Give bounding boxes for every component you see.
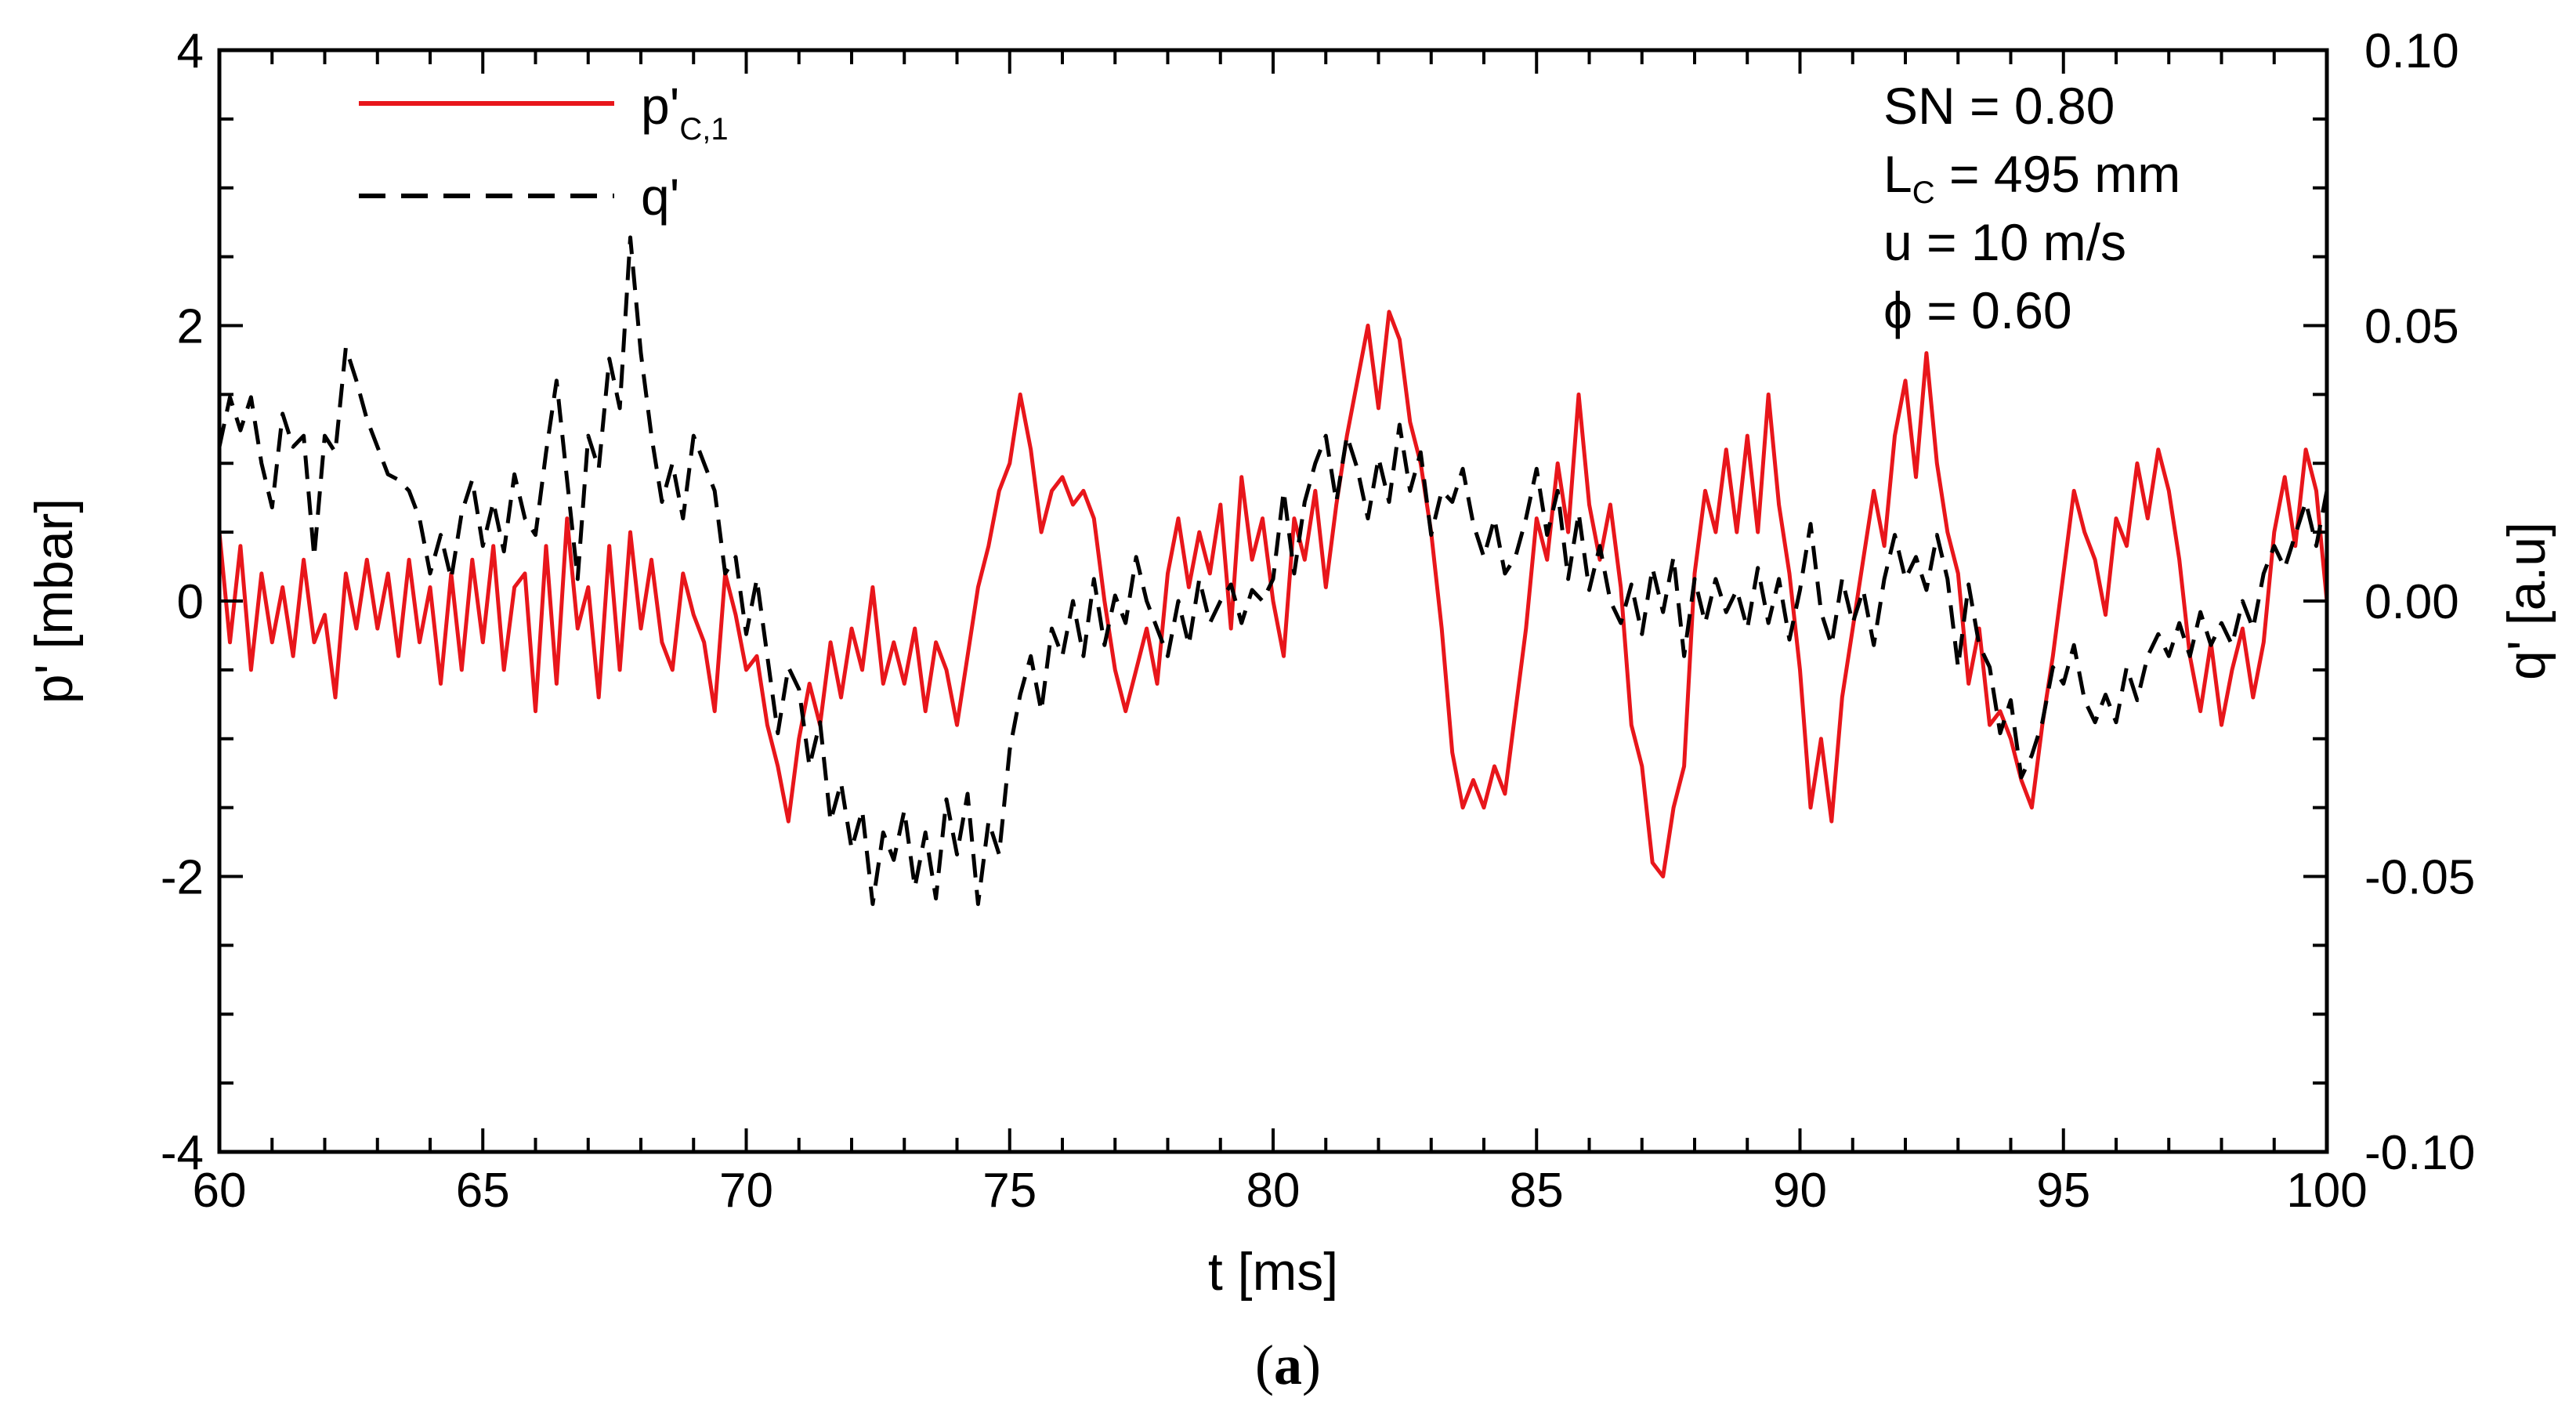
y-axis-title-left: p' [mbar] [24, 498, 84, 704]
annotation-equivalence-ratio: ϕ = 0.60 [1883, 281, 2072, 339]
y-tick-label-left: -4 [161, 1126, 204, 1180]
legend-label-p: p'C,1 [641, 77, 729, 147]
x-tick-label: 90 [1773, 1164, 1827, 1218]
x-tick-label: 100 [2286, 1164, 2367, 1218]
x-tick-label: 60 [193, 1164, 247, 1218]
y-tick-label-right: -0.05 [2364, 851, 2475, 905]
annotation-combustor-length: LC = 495 mm [1883, 145, 2180, 210]
x-tick-label: 70 [719, 1164, 773, 1218]
series-line-p [217, 310, 2329, 878]
y-tick-label-right: 0.05 [2364, 300, 2459, 354]
series-line-q [217, 235, 2329, 907]
series-layer [217, 235, 2329, 907]
tick-layer: 60 65 70 75 80 85 90 95 100 -4 -2 0 2 4 -0.10 -0.05 0.00… [161, 24, 2475, 1218]
annotation-block: SN = 0.80 LC = 495 mm u = 10 m/s ϕ = 0.6… [1883, 77, 2180, 339]
x-tick-label: 95 [2036, 1164, 2090, 1218]
x-tick-label: 75 [982, 1164, 1037, 1218]
x-tick-label: 65 [456, 1164, 510, 1218]
legend: p'C,1 q' [359, 77, 729, 226]
y-tick-label-right: -0.10 [2364, 1126, 2475, 1180]
x-tick-label: 80 [1246, 1164, 1301, 1218]
x-tick-label: 85 [1510, 1164, 1564, 1218]
x-axis-title: t [ms] [1208, 1242, 1338, 1302]
y-tick-label-left: 0 [177, 575, 204, 629]
y-tick-label-left: 4 [177, 24, 204, 78]
annotation-velocity: u = 10 m/s [1883, 213, 2126, 271]
y-tick-label-right: 0.10 [2364, 24, 2459, 78]
y-tick-label-left: 2 [177, 300, 204, 354]
y-tick-label-left: -2 [161, 851, 204, 905]
annotation-swirl-number: SN = 0.80 [1883, 77, 2115, 135]
legend-label-q: q' [641, 168, 679, 226]
y-axis-title-right: q' [a.u] [2497, 522, 2556, 680]
figure-caption: (a) [1255, 1334, 1321, 1396]
y-tick-label-right: 0.00 [2364, 575, 2459, 629]
